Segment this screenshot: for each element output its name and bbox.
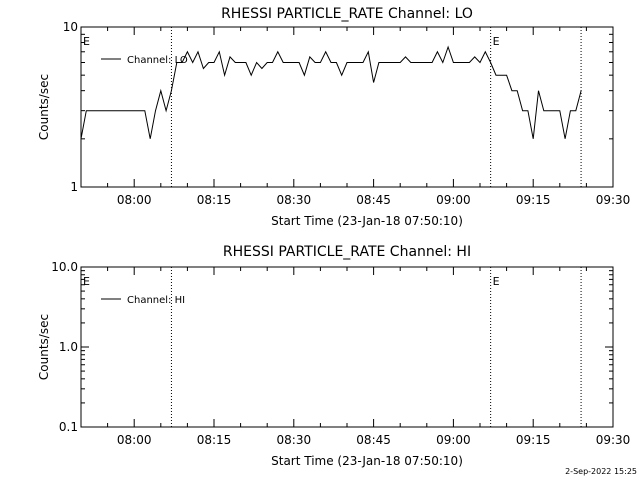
event-marker-label: E [493, 35, 500, 48]
legend-label: Channel: LO [127, 55, 188, 66]
y-tick-label: 10 [63, 20, 78, 34]
y-axis-label: Counts/sec [37, 314, 51, 380]
chart-title: RHESSI PARTICLE_RATE Channel: HI [223, 244, 471, 260]
x-tick-label: 08:00 [117, 433, 152, 447]
y-tick-label: 0.1 [59, 420, 78, 434]
x-tick-label: 09:30 [596, 193, 631, 207]
x-tick-label: 09:15 [516, 193, 551, 207]
x-tick-label: 08:00 [117, 193, 152, 207]
legend-label: Channel: HI [127, 295, 185, 306]
axes-0 [80, 26, 614, 188]
hi-channel-panel: RHESSI PARTICLE_RATE Channel: HI 08:00 08:… [37, 244, 630, 468]
event-marker-label: E [493, 275, 500, 288]
y-tick-label: 1.0 [59, 340, 78, 354]
x-tick-label: 08:30 [277, 193, 312, 207]
event-marker-label: E [83, 35, 90, 48]
x-tick-label: 08:45 [356, 193, 391, 207]
x-tick-label: 08:15 [197, 193, 232, 207]
chart-title: RHESSI PARTICLE_RATE Channel: LO [221, 6, 473, 22]
plot-frame [80, 26, 614, 188]
plot-timestamp: 2-Sep-2022 15:25 [565, 467, 637, 476]
x-axis-label: Start Time (23-Jan-18 07:50:10) [271, 454, 463, 468]
axes-1 [80, 266, 614, 428]
x-tick-label: 09:00 [436, 193, 471, 207]
y-tick-label: 10.0 [51, 260, 78, 274]
event-marker-label: E [83, 275, 90, 288]
y-axis-label: Counts/sec [37, 74, 51, 140]
x-tick-label: 09:30 [596, 433, 631, 447]
x-tick-label: 09:00 [436, 433, 471, 447]
y-tick-label: 1 [70, 180, 78, 194]
data-series-line [80, 45, 582, 139]
lo-channel-panel: RHESSI PARTICLE_RATE Channel: LO 08:00 08:… [37, 6, 630, 228]
x-tick-label: 09:15 [516, 433, 551, 447]
x-axis-label: Start Time (23-Jan-18 07:50:10) [271, 214, 463, 228]
plot-frame [80, 266, 614, 428]
x-tick-label: 08:45 [356, 433, 391, 447]
x-tick-label: 08:30 [277, 433, 312, 447]
x-tick-label: 08:15 [197, 433, 232, 447]
